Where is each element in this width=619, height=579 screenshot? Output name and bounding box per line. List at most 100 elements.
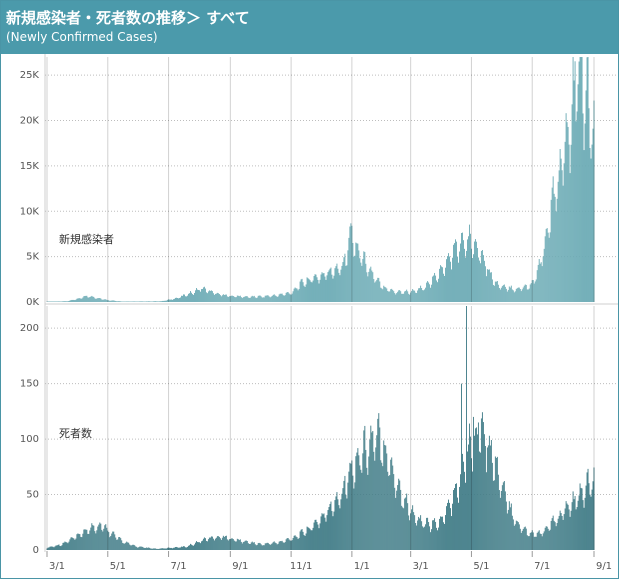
bar (243, 541, 245, 550)
bar (516, 288, 518, 302)
bar (360, 262, 362, 302)
bar (73, 538, 75, 550)
bar (576, 507, 578, 550)
bar (534, 281, 536, 302)
bar (74, 300, 76, 302)
bar (385, 445, 387, 550)
bar (570, 144, 572, 302)
bar (201, 288, 203, 302)
bar (135, 301, 137, 302)
bar (405, 497, 407, 550)
panel-label: 死者数 (59, 427, 92, 440)
bar (169, 299, 171, 302)
bar (76, 298, 78, 302)
bar (246, 296, 248, 302)
bar (259, 295, 261, 302)
bar (573, 499, 575, 550)
bar (413, 512, 415, 550)
bar (143, 301, 145, 302)
bar (464, 471, 465, 550)
bar (310, 530, 312, 550)
bar (65, 542, 67, 550)
bar (570, 510, 572, 550)
bar (307, 278, 309, 302)
bar (536, 532, 538, 550)
bar (414, 290, 416, 302)
bar (179, 547, 180, 550)
bar (590, 158, 592, 302)
bar (481, 249, 483, 302)
bar (104, 299, 106, 302)
bar (59, 545, 61, 550)
bar (340, 499, 342, 550)
bar (302, 282, 304, 302)
bar (529, 532, 531, 550)
bar (145, 547, 147, 550)
bar (478, 451, 480, 550)
bar (81, 537, 83, 550)
bar (194, 293, 195, 302)
bar (332, 278, 334, 302)
bar (103, 299, 105, 302)
bar (541, 266, 543, 302)
bar (563, 163, 565, 302)
bar (545, 526, 547, 550)
bar (202, 287, 204, 302)
bar (537, 264, 539, 302)
bar (87, 297, 89, 302)
bar (200, 289, 202, 302)
bar (476, 247, 478, 302)
bar (575, 121, 577, 303)
bar (194, 544, 195, 550)
bar (449, 502, 450, 550)
bar (238, 540, 240, 550)
bar (447, 502, 448, 550)
bar (270, 544, 272, 550)
bar (204, 538, 206, 550)
bar (153, 548, 155, 550)
bar (120, 301, 122, 302)
bar (415, 522, 417, 550)
bar (554, 196, 556, 302)
bar (572, 57, 574, 302)
bar (203, 537, 205, 550)
bar (592, 128, 594, 302)
bar (164, 300, 166, 302)
bar (377, 418, 379, 550)
bar (198, 290, 200, 302)
bar (70, 537, 72, 550)
bar (216, 536, 218, 550)
bar (225, 294, 227, 302)
bar (389, 291, 391, 302)
bar (314, 274, 316, 302)
bar (577, 500, 579, 550)
bar (115, 301, 117, 302)
bar (321, 272, 323, 302)
bar (316, 522, 318, 550)
bar (52, 546, 54, 550)
bar (130, 301, 132, 302)
bar (458, 262, 459, 302)
bar (236, 538, 238, 550)
bar (553, 193, 555, 302)
bar (136, 301, 138, 302)
bar (464, 248, 465, 302)
bar (480, 418, 482, 550)
bar (159, 548, 161, 550)
bar (156, 548, 158, 550)
bar (578, 495, 580, 550)
bar (52, 301, 54, 302)
bar (153, 301, 155, 302)
bar (561, 170, 563, 302)
bar (527, 289, 529, 302)
bar (454, 488, 455, 550)
bar (569, 173, 571, 302)
bar (111, 300, 113, 302)
bar (269, 297, 271, 302)
bar (434, 518, 436, 550)
bar (416, 525, 418, 550)
bar (282, 295, 284, 302)
bar (173, 547, 174, 550)
bar (168, 299, 170, 302)
bar (327, 510, 329, 550)
